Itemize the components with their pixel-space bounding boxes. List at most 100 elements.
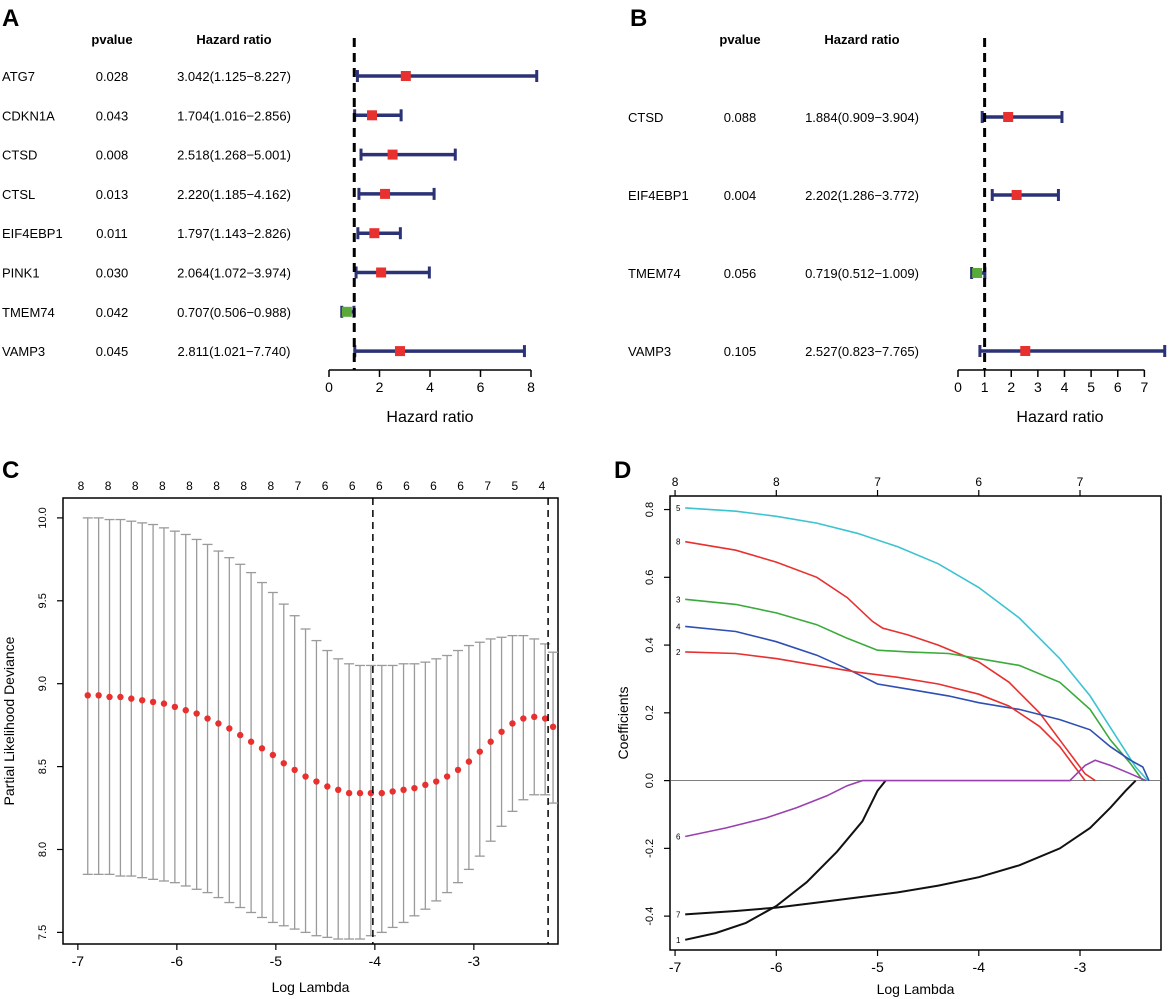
pvalue-value: 0.030 (96, 266, 129, 281)
y-tick-label: 7.5 (37, 925, 49, 940)
y-tick-label: 9.0 (37, 676, 49, 691)
coefficient-path (685, 759, 1147, 838)
pvalue-header: pvalue (719, 32, 760, 47)
deviance-point (509, 720, 516, 727)
pvalue-value: 0.045 (96, 344, 129, 359)
x-tick-label: -7 (669, 959, 682, 975)
deviance-point (476, 748, 483, 755)
deviance-point (106, 693, 113, 701)
pvalue-value: 0.011 (96, 226, 128, 241)
pvalue-value: 0.043 (96, 108, 129, 123)
forest-plot-b: pvalue Hazard ratio CTSD 0.088 1.884(0.909−3… (628, 32, 1167, 426)
y-tick-label: 0.4 (644, 637, 656, 652)
deviance-point (400, 786, 407, 794)
top-count-label: 8 (672, 475, 679, 489)
deviance-point (258, 745, 266, 752)
hazard-ratio-value: 1.704(1.016−2.856) (177, 108, 291, 123)
hr-point (387, 149, 398, 160)
gene-label: CDKN1A (2, 108, 55, 123)
coefficient-path (685, 540, 1096, 782)
y-tick-label: 0.2 (644, 705, 656, 720)
x-tick-label: 6 (477, 379, 485, 395)
deviance-point (280, 760, 287, 767)
top-count-label: 7 (484, 479, 491, 493)
top-count-label: 6 (376, 479, 383, 493)
forest-plot-a: pvalue Hazard ratio ATG7 0.028 3.042(1.125−8… (2, 32, 539, 426)
x-tick-label: -4 (973, 959, 986, 975)
hazard-ratio-value: 2.202(1.286−3.772) (805, 188, 919, 203)
hazard-ratio-value: 2.220(1.185−4.162) (177, 187, 291, 202)
x-tick-label: 8 (527, 379, 535, 395)
hazard-ratio-value: 2.518(1.268−5.001) (177, 148, 291, 163)
path-end-label: 2 (676, 648, 681, 657)
pvalue-value: 0.013 (96, 187, 129, 202)
deviance-point (356, 789, 364, 797)
top-count-label: 8 (105, 479, 112, 493)
hazard-ratio-value: 1.884(0.909−3.904) (805, 110, 919, 125)
deviance-point (139, 697, 146, 704)
path-end-label: 6 (676, 833, 681, 842)
gene-label: TMEM74 (628, 266, 681, 281)
hr-point (341, 306, 352, 317)
y-tick-label: -0.2 (644, 839, 656, 858)
path-end-label: 4 (676, 622, 681, 631)
top-count-label: 8 (773, 475, 780, 489)
deviance-point (313, 778, 320, 785)
pvalue-value: 0.105 (724, 344, 757, 359)
hr-point (380, 188, 391, 199)
x-tick-label: 4 (1061, 379, 1069, 395)
x-tick-label: -5 (270, 953, 283, 969)
gene-label: EIF4EBP1 (2, 226, 63, 241)
x-tick-label: -6 (171, 953, 184, 969)
deviance-point (433, 778, 440, 785)
gene-label: ATG7 (2, 69, 35, 84)
deviance-point (128, 695, 135, 702)
hazard-ratio-value: 0.707(0.506−0.988) (177, 305, 291, 320)
pvalue-value: 0.028 (96, 69, 129, 84)
top-count-label: 8 (267, 479, 274, 493)
cv-deviance-plot-c: -7 -6 -5 -4 -3 7.5 8.0 8.5 9.0 9.5 10.0 8 8 8 8 8 8 8 8 7 6 6… (1, 479, 559, 995)
gene-label: EIF4EBP1 (628, 188, 689, 203)
pvalue-value: 0.004 (724, 188, 757, 203)
deviance-point (541, 715, 549, 722)
deviance-point (345, 789, 353, 797)
x-axis-label: Log Lambda (272, 979, 350, 995)
top-count-label: 6 (457, 479, 464, 493)
hazard-ratio-value: 1.797(1.143−2.826) (177, 226, 291, 241)
top-count-label: 6 (322, 479, 329, 493)
pvalue-value: 0.042 (96, 305, 129, 320)
deviance-point (237, 731, 244, 739)
top-count-label: 5 (512, 479, 519, 493)
hazard-ratio-value: 2.811(1.021−7.740) (178, 344, 291, 359)
hr-point (369, 228, 380, 239)
deviance-point (443, 773, 451, 780)
hr-point (367, 110, 378, 121)
deviance-point (204, 715, 211, 722)
hr-point (400, 71, 411, 81)
deviance-point (520, 715, 527, 722)
deviance-point (226, 725, 233, 732)
hazard-ratio-header: Hazard ratio (824, 32, 899, 47)
y-tick-label: -0.4 (644, 907, 656, 926)
path-end-label: 8 (676, 538, 681, 547)
plot-frame (62, 497, 559, 945)
top-count-label: 8 (186, 479, 193, 493)
y-tick-label: 9.5 (37, 593, 49, 608)
path-end-label: 5 (676, 504, 681, 513)
x-tick-label: -4 (369, 953, 382, 969)
deviance-point (84, 692, 91, 699)
top-count-label: 7 (1077, 475, 1084, 489)
pvalue-value: 0.056 (724, 266, 757, 281)
x-tick-label: 5 (1087, 379, 1095, 395)
coefficient-path (685, 651, 1086, 782)
deviance-point (302, 773, 309, 780)
top-count-label: 6 (975, 475, 982, 489)
deviance-point (193, 710, 200, 717)
x-tick-label: -7 (72, 953, 85, 969)
x-tick-label: 2 (1007, 379, 1015, 395)
y-tick-label: 0.6 (644, 570, 656, 585)
top-count-label: 7 (874, 475, 881, 489)
x-axis-label: Hazard ratio (1016, 409, 1103, 426)
gene-label: VAMP3 (628, 344, 671, 359)
coefficient-path (684, 779, 887, 941)
